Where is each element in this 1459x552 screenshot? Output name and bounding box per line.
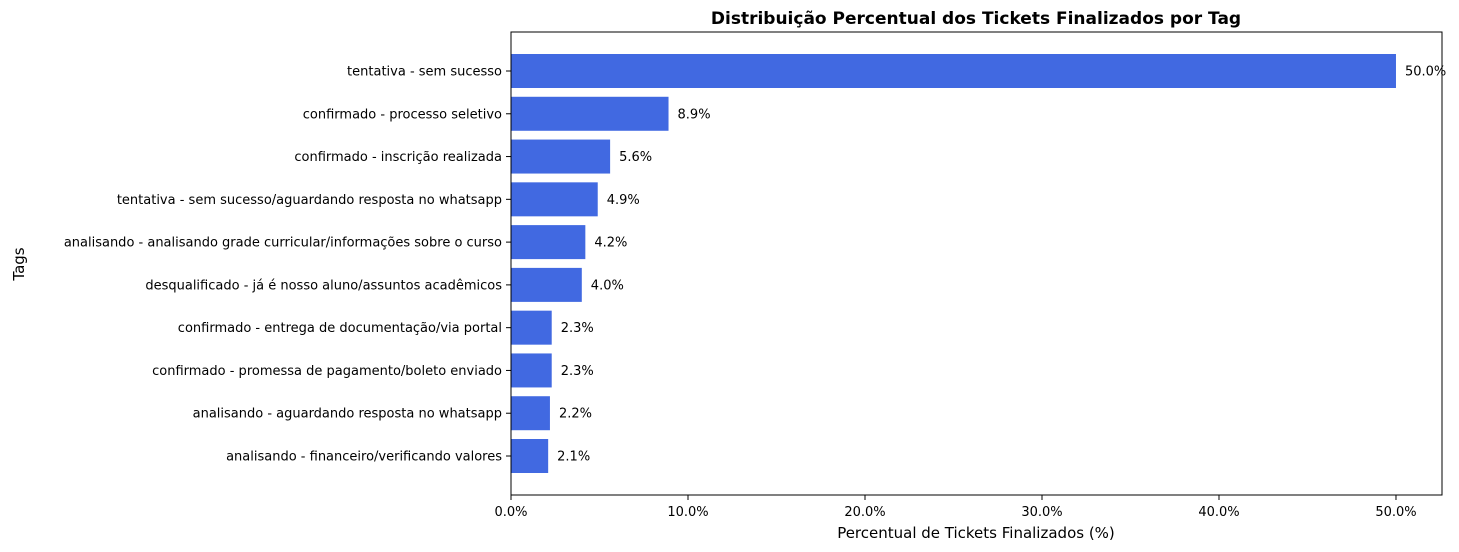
y-tick-label: analisando - financeiro/verificando valo… [226, 450, 502, 465]
y-tick-label: confirmado - processo seletivo [303, 107, 502, 122]
data-label: 4.0% [591, 278, 624, 293]
y-tick-label: desqualificado - já é nosso aluno/assunt… [145, 278, 502, 293]
y-tick-label: tentativa - sem sucesso/aguardando respo… [117, 193, 502, 208]
x-tick-label: 20.0% [844, 505, 885, 520]
x-axis-ticks: 0.0% 10.0% 20.0% 30.0% 40.0% 50.0% [494, 495, 1417, 520]
data-label: 4.2% [594, 236, 627, 251]
y-tick-label: analisando - aguardando resposta no what… [193, 407, 502, 422]
data-label: 2.3% [561, 321, 594, 336]
bar [511, 396, 550, 431]
bar [511, 225, 586, 260]
y-tick-label: tentativa - sem sucesso [347, 65, 502, 80]
y-tick-label: confirmado - promessa de pagamento/bolet… [152, 364, 502, 379]
x-tick-label: 10.0% [667, 505, 708, 520]
bars-layer [511, 54, 1396, 473]
data-label: 2.2% [559, 407, 592, 422]
data-label: 50.0% [1405, 65, 1446, 80]
bar [511, 439, 549, 473]
x-axis-label: Percentual de Tickets Finalizados (%) [837, 524, 1115, 542]
data-label: 2.1% [557, 450, 590, 465]
x-tick-label: 0.0% [494, 505, 527, 520]
chart-title: Distribuição Percentual dos Tickets Fina… [711, 9, 1241, 29]
y-axis-label: Tags [10, 247, 28, 281]
bar [511, 96, 669, 131]
x-tick-label: 30.0% [1021, 505, 1062, 520]
bar [511, 139, 611, 174]
bar [511, 353, 552, 388]
bar [511, 54, 1396, 88]
y-tick-label: analisando - analisando grade curricular… [64, 236, 502, 251]
y-axis-ticks: tentativa - sem sucesso confirmado - proc… [64, 65, 511, 465]
data-label: 2.3% [561, 364, 594, 379]
plot-frame [510, 31, 1443, 496]
bar [511, 267, 582, 302]
bar [511, 310, 552, 345]
bar [511, 182, 598, 217]
value-labels-layer: 50.0% 8.9% 5.6% 4.9% 4.2% 4.0% 2.3% 2.3% 2.2% 2.1… [557, 65, 1446, 465]
data-label: 4.9% [607, 193, 640, 208]
data-label: 8.9% [678, 107, 711, 122]
y-tick-label: confirmado - entrega de documentação/via… [178, 321, 502, 336]
y-tick-label: confirmado - inscrição realizada [294, 150, 502, 165]
x-tick-label: 50.0% [1375, 505, 1416, 520]
x-tick-label: 40.0% [1198, 505, 1239, 520]
data-label: 5.6% [619, 150, 652, 165]
